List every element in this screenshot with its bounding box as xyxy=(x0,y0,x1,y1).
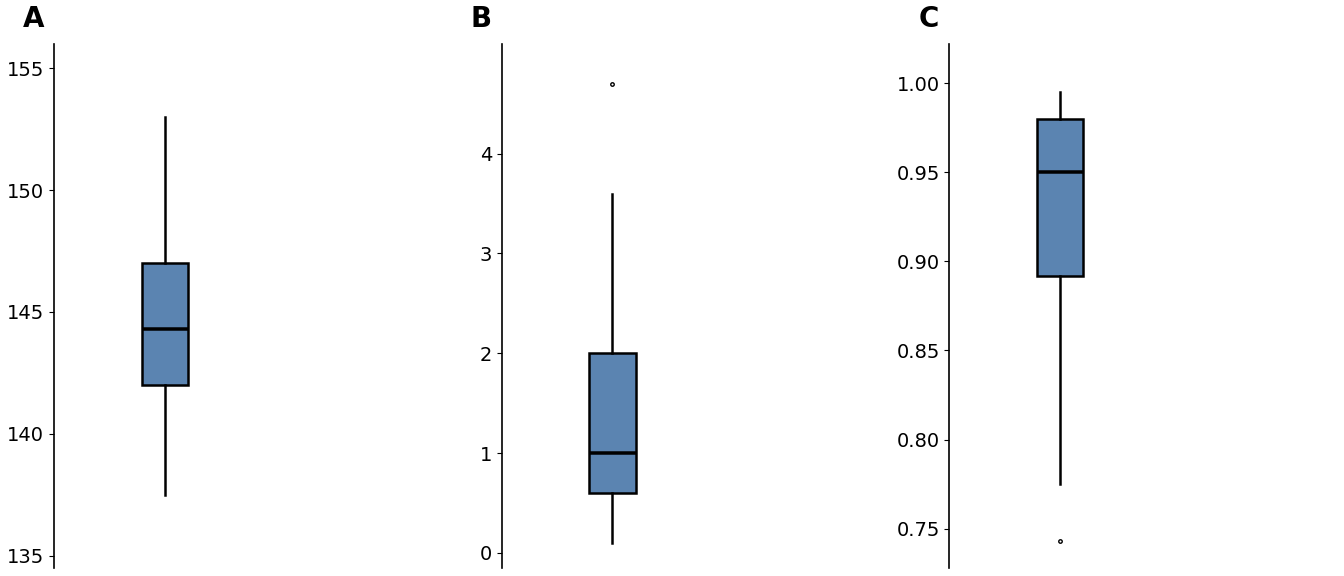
PathPatch shape xyxy=(141,263,188,385)
PathPatch shape xyxy=(1038,119,1083,275)
Text: A: A xyxy=(23,5,44,33)
Text: C: C xyxy=(918,5,938,33)
PathPatch shape xyxy=(590,353,636,493)
Text: B: B xyxy=(470,5,492,33)
